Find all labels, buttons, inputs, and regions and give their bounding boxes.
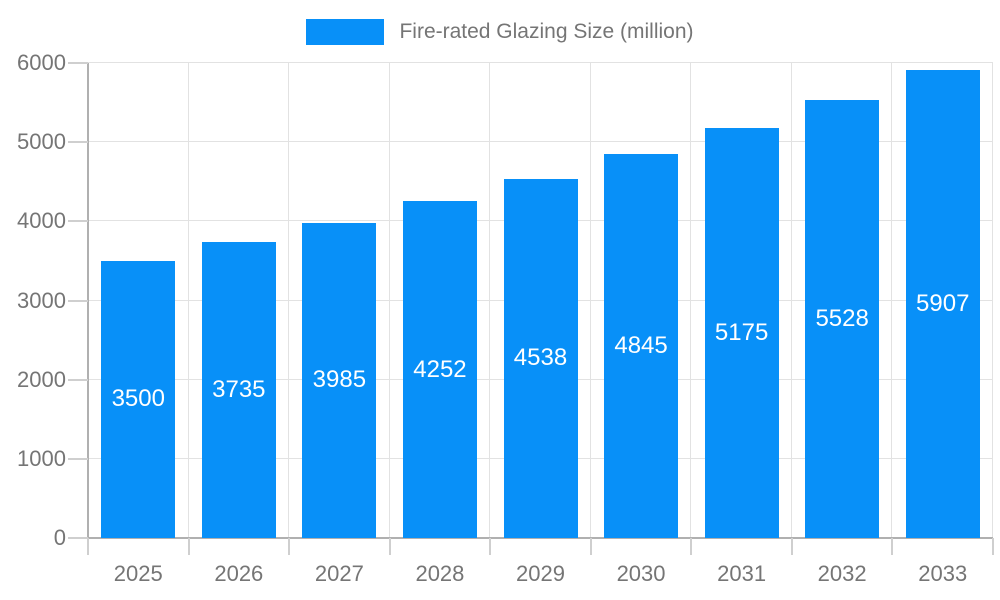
- gridline-vertical: [389, 63, 390, 538]
- bar-2026[interactable]: [202, 242, 276, 538]
- y-axis-label: 4000: [17, 208, 66, 234]
- bar-value-label: 3735: [212, 376, 266, 404]
- x-axis-tick: [791, 538, 793, 555]
- y-axis-tick: [68, 141, 88, 144]
- x-axis-tick: [992, 538, 994, 555]
- gridline-vertical: [489, 63, 490, 538]
- x-axis-label-2031: 2031: [717, 561, 767, 586]
- x-axis-tick: [389, 538, 391, 555]
- x-axis-tick: [590, 538, 592, 555]
- y-axis-label: 6000: [17, 50, 66, 75]
- bar-value-label: 5528: [815, 305, 869, 333]
- y-axis-label: 2000: [17, 366, 66, 392]
- bar-2033[interactable]: [906, 70, 980, 538]
- x-axis-tick: [188, 538, 190, 555]
- x-axis-label-2026: 2026: [214, 561, 264, 586]
- bar-value-label: 3500: [111, 385, 165, 413]
- y-axis-tick: [68, 62, 88, 64]
- y-axis-tick: [68, 378, 88, 381]
- bar-2027[interactable]: [302, 222, 376, 538]
- y-axis-line: [87, 63, 89, 538]
- x-axis-label-2028: 2028: [415, 561, 465, 586]
- y-axis-label: 1000: [17, 445, 66, 471]
- y-axis-label: 5000: [17, 129, 66, 155]
- x-axis-label-2033: 2033: [918, 561, 968, 586]
- gridline-horizontal: [88, 62, 993, 63]
- x-axis-label-2032: 2032: [817, 561, 867, 586]
- x-axis-tick: [891, 538, 893, 555]
- y-axis-tick: [68, 457, 88, 460]
- x-axis-line: [88, 537, 993, 539]
- bar-2028[interactable]: [403, 201, 477, 538]
- y-axis-tick: [68, 220, 88, 223]
- bar-2031[interactable]: [705, 128, 779, 538]
- x-axis-tick: [288, 538, 290, 555]
- gridline-vertical: [791, 63, 792, 538]
- x-axis-tick: [489, 538, 491, 555]
- y-axis-label: 3000: [17, 287, 66, 313]
- gridline-vertical: [288, 63, 289, 538]
- y-axis-tick: [68, 299, 88, 302]
- legend-swatch: [306, 19, 385, 45]
- bar-2032[interactable]: [805, 100, 879, 538]
- legend-label: Fire-rated Glazing Size (million): [399, 20, 694, 43]
- bar-value-label: 4538: [513, 344, 568, 372]
- gridline-vertical: [188, 63, 189, 538]
- x-axis-label-2027: 2027: [314, 561, 364, 586]
- x-axis-tick: [87, 538, 89, 555]
- bar-value-label: 4252: [413, 355, 467, 383]
- gridline-horizontal: [88, 141, 993, 143]
- bar-2025[interactable]: [101, 260, 175, 538]
- gridline-vertical: [590, 63, 591, 538]
- gridline-vertical: [690, 63, 691, 538]
- bar-value-label: 5907: [916, 290, 970, 318]
- legend[interactable]: Fire-rated Glazing Size (million): [0, 19, 1000, 45]
- x-axis-tick: [690, 538, 692, 555]
- gridline-vertical: [891, 63, 892, 538]
- gridline-vertical: [992, 63, 993, 538]
- bar-value-label: 4845: [614, 332, 668, 360]
- bar-2029[interactable]: [504, 178, 578, 538]
- bar-value-label: 3985: [312, 366, 367, 394]
- bar-value-label: 5175: [714, 319, 769, 347]
- x-axis-label-2030: 2030: [616, 561, 666, 586]
- x-axis-label-2025: 2025: [113, 561, 163, 586]
- x-axis-label-2029: 2029: [516, 561, 565, 586]
- y-axis-label: 0: [53, 525, 66, 550]
- bar-2030[interactable]: [604, 154, 678, 538]
- y-axis-tick: [68, 537, 88, 539]
